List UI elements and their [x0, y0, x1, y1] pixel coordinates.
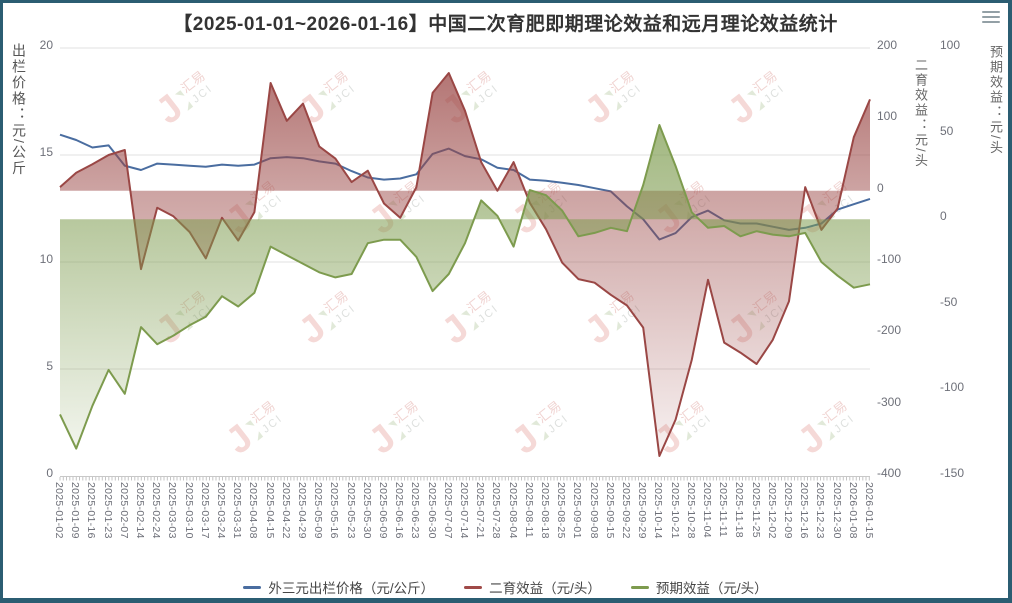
x-axis-tick-label: 2025-04-29: [296, 482, 308, 539]
x-axis-tick-label: 2025-04-15: [263, 482, 276, 539]
chart-canvas: [59, 47, 871, 481]
x-axis-tick-label: 2025-11-25: [749, 482, 762, 538]
x-axis-tick-label: 2025-09-22: [620, 482, 632, 539]
x-axis-tick-label: 2025-09-15: [603, 482, 616, 539]
x-axis-tick-label: 2025-02-07: [117, 482, 130, 539]
legend-marker-expected-profit: [630, 585, 649, 589]
x-axis-tick-label: 2025-02-14: [134, 482, 146, 539]
left-axis-name: 出栏价格：元/公斤: [11, 43, 27, 177]
x-axis-tick-label: 2025-09-01: [571, 482, 584, 539]
legend-label-expected-profit: 预期效益（元/头）: [655, 581, 768, 596]
right-axis2-tick-label: -150: [940, 466, 965, 480]
right-axis2-name: 预期效益：元/头: [988, 45, 1003, 156]
right-axis2-tick-label: 100: [940, 38, 961, 52]
x-axis-tick-label: 2025-07-14: [458, 482, 470, 539]
x-axis-tick-label: 2025-04-22: [279, 482, 292, 539]
legend: 外三元出栏价格（元/公斤） 二育效益（元/头） 预期效益（元/头）: [3, 577, 1008, 597]
x-axis-tick-label: 2025-10-14: [652, 482, 665, 539]
x-axis-tick-label: 2025-12-02: [765, 482, 778, 539]
x-axis-tick-label: 2025-07-21: [474, 482, 487, 539]
x-axis-tick-label: 2025-06-09: [377, 482, 389, 539]
x-axis-tick-label: 2025-03-03: [166, 482, 179, 539]
x-axis-day-ticks: [59, 477, 870, 481]
legend-item-secondary-fattening-profit[interactable]: 二育效益（元/头）: [464, 577, 601, 597]
expected-profit-line[interactable]: [59, 124, 871, 450]
x-axis-tick-label: 2025-12-23: [814, 482, 827, 539]
right-axis2-tick-label: -100: [940, 380, 965, 395]
legend-marker-secondary-fattening-profit: [464, 585, 483, 589]
right-axis1-tick-label: -400: [877, 466, 902, 480]
right-axis2-tick-label: 50: [940, 123, 954, 138]
left-axis-tick-label: 0: [46, 466, 53, 480]
x-axis-tick-label: 2025-07-28: [490, 482, 503, 539]
right-axis1-tick-label: 200: [877, 38, 898, 52]
x-axis-tick-label: 2025-08-18: [539, 482, 551, 539]
x-axis-tick-label: 2025-06-23: [409, 482, 422, 539]
right-axis2-tick-label: -50: [940, 294, 958, 309]
x-axis-tick-label: 2025-07-07: [441, 482, 454, 539]
legend-label-secondary-fattening-profit: 二育效益（元/头）: [489, 581, 601, 596]
x-axis-tick-label: 2025-08-04: [506, 482, 519, 539]
right-axis1-name: 二育效益：元/头: [913, 58, 928, 169]
right-axis1-tick-label: -200: [877, 323, 902, 338]
x-axis-tick-label: 2025-03-24: [215, 482, 227, 539]
x-axis-tick-label: 2025-11-18: [733, 482, 746, 538]
x-axis-tick-label: 2025-08-25: [555, 482, 568, 539]
x-axis-tick-label: 2025-05-16: [328, 482, 341, 539]
right-axis1-tick-label: 0: [877, 180, 884, 195]
secondary-fattening-profit-area: [60, 73, 870, 456]
x-axis-tick-label: 2025-11-04: [701, 482, 713, 538]
x-axis-tick-label: 2025-01-09: [69, 482, 82, 539]
x-axis-tick-label: 2025-03-31: [231, 482, 244, 539]
x-axis-tick-label: 2026-01-15: [863, 482, 875, 539]
x-axis-tick-label: 2025-06-30: [425, 482, 438, 539]
left-axis-tick-label: 15: [39, 145, 53, 159]
x-axis-tick-label: 2025-12-30: [830, 482, 843, 539]
hamburger-menu-icon[interactable]: [982, 11, 1000, 25]
x-axis-tick-label: 2025-02-24: [150, 482, 163, 539]
x-axis-tick-label: 2025-01-02: [53, 482, 65, 539]
x-axis-tick-label: 2025-04-08: [247, 482, 260, 539]
x-axis-tick-label: 2025-12-16: [798, 482, 811, 539]
x-axis-tick-label: 2025-01-16: [85, 482, 98, 539]
legend-item-expected-profit[interactable]: 预期效益（元/头）: [630, 577, 768, 597]
right-axis1-tick-label: -300: [877, 394, 902, 409]
x-axis-tick-label: 2025-08-11: [522, 482, 535, 538]
x-axis-tick-label: 2025-10-21: [668, 482, 681, 539]
x-axis-tick-label: 2025-05-30: [360, 482, 373, 539]
left-axis-tick-label: 10: [39, 252, 53, 266]
x-axis-tick-label: 2025-03-10: [182, 482, 195, 539]
left-axis-tick-label: 20: [39, 38, 53, 52]
chart-title: 【2025-01-01~2026-01-16】中国二次育肥即期理论效益和远月理论…: [173, 14, 838, 35]
left-axis-tick-label: 5: [46, 359, 53, 373]
x-axis-tick-label: 2025-09-08: [587, 482, 600, 539]
right-axis1-tick-label: -100: [877, 252, 902, 266]
right-axis2-tick-label: 0: [940, 209, 947, 224]
x-axis-tick-label: 2025-12-09: [782, 482, 794, 539]
x-axis-tick-label: 2025-11-11: [717, 482, 730, 538]
x-axis-tick-label: 2026-01-08: [846, 482, 859, 539]
legend-label-price: 外三元出栏价格（元/公斤）: [268, 581, 435, 596]
x-axis-tick-label: 2025-01-23: [101, 482, 114, 539]
x-axis-tick-label: 2025-05-09: [312, 482, 325, 539]
legend-marker-price: [243, 585, 262, 589]
x-axis-tick-label: 2025-05-23: [344, 482, 357, 539]
right-axis1-tick-label: 100: [877, 109, 898, 124]
x-axis-tick-label: 2025-03-17: [198, 482, 211, 539]
legend-item-price[interactable]: 外三元出栏价格（元/公斤）: [243, 577, 434, 597]
expected-profit-area: [60, 125, 870, 449]
x-axis-tick-label: 2025-10-28: [684, 482, 697, 539]
x-axis-tick-label: 2025-09-29: [636, 482, 649, 539]
x-axis-tick-label: 2025-06-16: [393, 482, 406, 539]
